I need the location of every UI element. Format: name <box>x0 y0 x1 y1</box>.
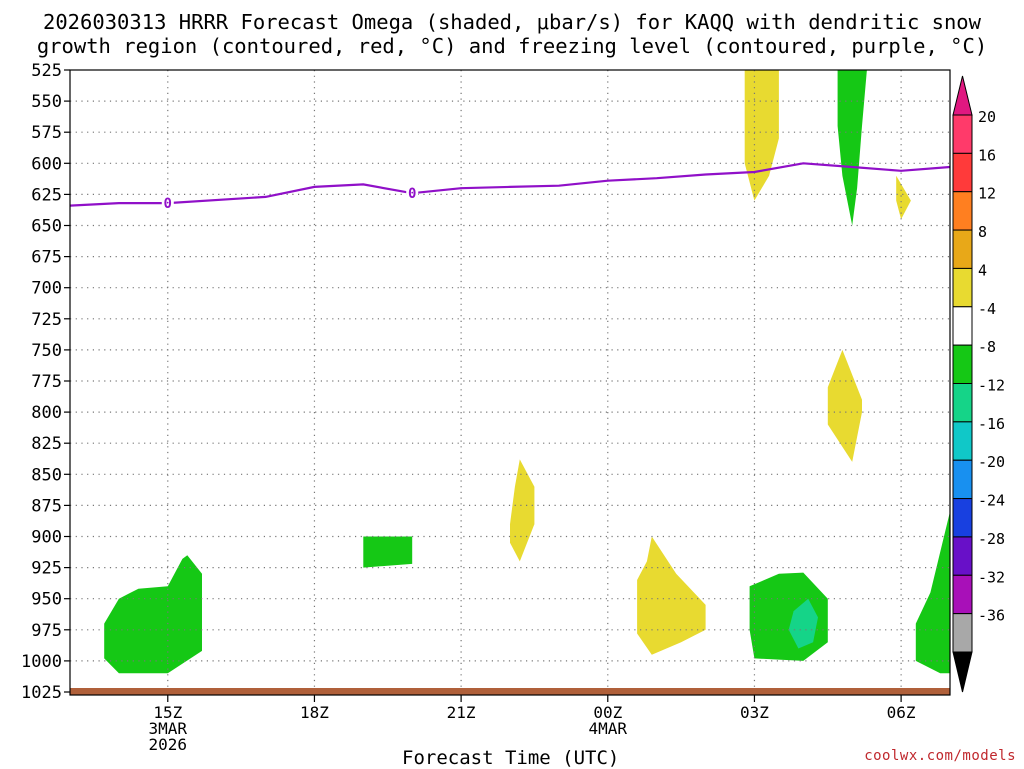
colorbar-label: 12 <box>978 185 996 203</box>
colorbar-segment <box>952 191 973 231</box>
y-tick-label: 950 <box>31 590 62 610</box>
omega-region-subsidence-mid-22z <box>510 459 535 562</box>
ground-strip <box>70 688 950 695</box>
colorbar-label: -24 <box>978 492 1005 510</box>
colorbar: 20 16 12 8 4 -4 -8 -12 -16 -20 -24 -28 -32 -36 <box>952 75 1005 693</box>
omega-region-ascent-low-06z <box>915 511 950 674</box>
y-tick-label: 625 <box>31 185 62 205</box>
colorbar-label: 8 <box>978 223 987 241</box>
y-tick-label: 600 <box>31 154 62 174</box>
y-tick-label: 800 <box>31 403 62 423</box>
y-tick-label: 575 <box>31 123 62 143</box>
y-tick-label: 775 <box>31 372 62 392</box>
x-tick-label: 00Z <box>593 703 622 722</box>
y-tick-label: 825 <box>31 434 62 454</box>
x-tick-label: 4MAR <box>589 719 628 738</box>
omega-region-ascent-upper-05z <box>837 70 867 226</box>
y-tick-label: 725 <box>31 310 62 330</box>
x-tick-label: 18Z <box>300 703 329 722</box>
y-axis: 525 550 575 600 625 650 675 700 725 750 775 800 825 8… <box>21 61 70 703</box>
colorbar-segment <box>952 344 973 384</box>
chart-title-line1: 2026030313 HRRR Forecast Omega (shaded, … <box>43 10 981 34</box>
colorbar-segment <box>952 383 973 423</box>
gridlines <box>70 70 950 692</box>
y-tick-label: 875 <box>31 496 62 516</box>
colorbar-label: -12 <box>978 377 1005 395</box>
x-tick-label: 2026 <box>149 735 188 754</box>
colorbar-segment <box>952 613 973 653</box>
omega-region-ascent-core-04z <box>788 598 818 649</box>
omega-region-ascent-low-15z <box>104 555 202 674</box>
colorbar-bottom-triangle <box>952 651 973 693</box>
chart-title-line2: growth region (contoured, red, °C) and f… <box>36 34 988 58</box>
colorbar-label: 16 <box>978 146 996 164</box>
colorbar-segment <box>952 152 973 193</box>
colorbar-label: -32 <box>978 568 1005 586</box>
y-tick-label: 975 <box>31 621 62 641</box>
x-tick-label: 3MAR <box>149 719 188 738</box>
freezing-label-bg <box>161 195 174 211</box>
colorbar-segment <box>952 421 973 461</box>
y-tick-label: 550 <box>31 92 62 112</box>
x-axis-label: Forecast Time (UTC) <box>402 747 620 769</box>
y-tick-label: 850 <box>31 465 62 485</box>
colorbar-label: -36 <box>978 607 1005 625</box>
y-tick-label: 750 <box>31 341 62 361</box>
y-tick-label: 925 <box>31 559 62 579</box>
colorbar-segment <box>952 498 973 538</box>
colorbar-label: 20 <box>978 108 996 126</box>
colorbar-segment <box>952 306 973 346</box>
y-tick-label: 700 <box>31 279 62 299</box>
colorbar-segment <box>952 574 973 615</box>
freezing-level-contour: 00 <box>69 162 951 212</box>
colorbar-top-triangle <box>952 75 973 116</box>
colorbar-label: 4 <box>978 261 987 279</box>
freezing-level-line <box>69 162 951 207</box>
y-tick-label: 650 <box>31 217 62 237</box>
omega-regions <box>104 70 950 674</box>
freezing-level-label: 0 <box>408 186 416 202</box>
colorbar-label: -4 <box>978 300 996 318</box>
credit-text: coolwx.com/models <box>864 748 1016 764</box>
y-tick-label: 525 <box>31 61 62 81</box>
y-tick-label: 675 <box>31 248 62 268</box>
omega-region-subsidence-low-01z <box>637 536 706 655</box>
y-tick-label: 1025 <box>21 683 62 703</box>
x-tick-label: 15Z <box>153 703 182 722</box>
y-tick-label: 900 <box>31 528 62 548</box>
ground-fill <box>70 688 950 695</box>
omega-region-subsidence-mid-05z <box>827 349 862 462</box>
omega-region-subsidence-upper-06z <box>896 175 911 220</box>
y-tick-label: 1000 <box>21 652 62 672</box>
colorbar-label: -20 <box>978 453 1005 471</box>
colorbar-label: -16 <box>978 415 1005 433</box>
plot-frame <box>69 69 951 696</box>
freezing-label-bg <box>406 185 419 201</box>
colorbar-segment <box>952 536 973 576</box>
x-tick-label: 06Z <box>887 703 916 722</box>
colorbar-segment <box>952 267 973 308</box>
freezing-level-label: 0 <box>164 196 172 212</box>
x-tick-label: 03Z <box>740 703 769 722</box>
colorbar-label: -28 <box>978 530 1005 548</box>
colorbar-segment <box>952 459 973 500</box>
omega-region-ascent-low-19z <box>363 536 413 568</box>
omega-region-subsidence-upper-03z <box>744 70 779 201</box>
colorbar-segment <box>952 114 973 154</box>
colorbar-label: -8 <box>978 338 996 356</box>
x-tick-label: 21Z <box>447 703 476 722</box>
colorbar-segment <box>952 229 973 269</box>
